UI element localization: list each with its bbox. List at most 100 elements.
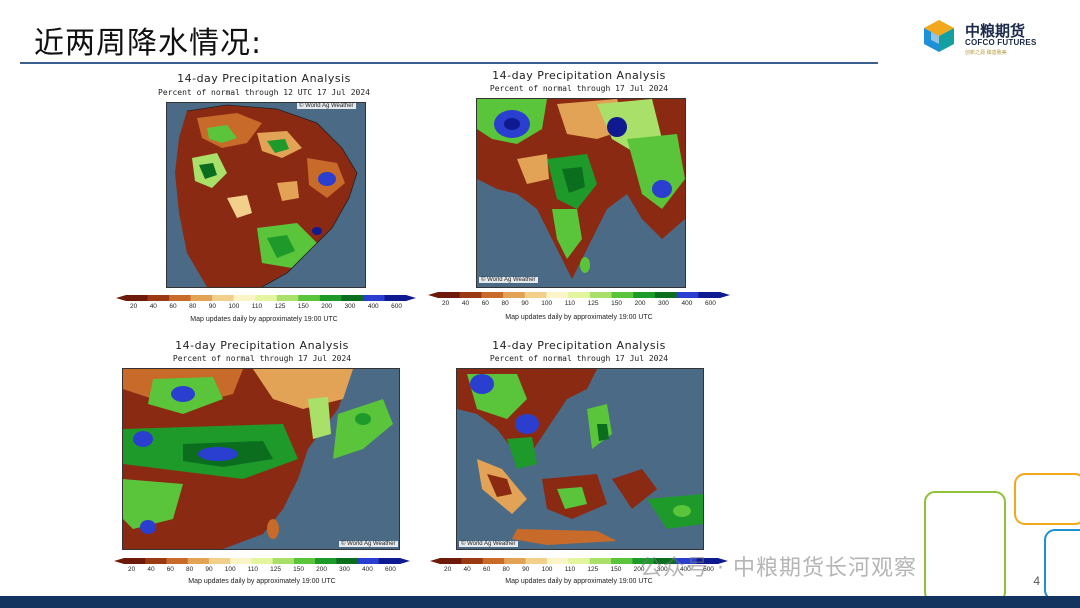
footer-bar [0, 596, 1080, 608]
legend-tick-label: 100 [224, 566, 236, 573]
legend-tick-label: 90 [522, 566, 530, 573]
legend-tick-label: 60 [481, 300, 489, 307]
legend-swatch [255, 295, 278, 301]
legend-tick-label: 90 [205, 566, 213, 573]
legend-ticks: 20 40 60 80 90 100 110 125 150 200 300 400 600 [128, 566, 396, 573]
legend-swatch [190, 295, 213, 301]
legend-swatch [611, 292, 634, 298]
legend-tick-label: 80 [186, 566, 194, 573]
legend-tick-label: 110 [251, 303, 263, 310]
panel-subtitle: Percent of normal through 12 UTC 17 Jul … [158, 88, 370, 97]
legend-swatch [461, 558, 484, 564]
legend-tick-label: 150 [611, 300, 622, 307]
legend-svg [116, 295, 416, 301]
legend-swatch [378, 558, 401, 564]
logo-name-en: COFCO FUTURES [965, 38, 1037, 47]
legend-tick-label: 200 [321, 303, 333, 310]
legend-swatch [568, 558, 591, 564]
legend-tick-label: 200 [633, 566, 645, 573]
legend-tick-label: 110 [564, 566, 576, 573]
update-note: Map updates daily by approximately 19:00… [190, 316, 338, 323]
legend-tick-label: 40 [147, 566, 155, 573]
legend-tick-label: 150 [293, 566, 304, 573]
legend-swatch [187, 558, 210, 564]
legend-swatch [212, 295, 235, 301]
legend-tick-label: 150 [297, 303, 309, 310]
legend-swatch [276, 295, 299, 301]
legend-tick-label: 60 [483, 566, 491, 573]
legend-svg [428, 292, 730, 298]
legend-swatch [319, 295, 342, 301]
legend-arrow-right [718, 558, 728, 564]
legend-tick-label: 300 [344, 303, 356, 310]
legend-arrow-left [428, 292, 438, 298]
legend-swatch [568, 292, 591, 298]
legend-swatch [341, 295, 364, 301]
legend-tick-label: 60 [166, 566, 174, 573]
legend-swatch [126, 295, 149, 301]
map-credit: © World Ag Weather [479, 277, 538, 283]
legend-swatch [272, 558, 295, 564]
update-note: Map updates daily by approximately 19:00… [505, 314, 653, 321]
precip-map: © World Ag Weather [456, 368, 704, 550]
logo-name-cn: 中粮期货 [965, 22, 1026, 40]
legend-tick-label: 20 [130, 303, 138, 310]
legend-tick-label: 90 [208, 303, 216, 310]
legend-swatch [503, 292, 526, 298]
legend-tick-label: 20 [128, 566, 136, 573]
legend-swatch [632, 558, 655, 564]
logo-tagline: 创新之源 臻善致美 [965, 50, 1007, 56]
legend-swatch [633, 292, 656, 298]
legend-tick-label: 125 [270, 566, 282, 573]
legend-swatch [546, 292, 569, 298]
precip-map: © World Ag Weather [476, 98, 686, 288]
precip-panel-southeast-asia: 14-day Precipitation Analysis Percent of… [426, 336, 732, 588]
page-number: 4 [1033, 574, 1040, 588]
decorative-squares [924, 473, 1080, 596]
legend-tick-label: 400 [367, 303, 379, 310]
legend-swatch [440, 558, 462, 564]
legend-swatch [293, 558, 316, 564]
legend-tick-label: 40 [149, 303, 157, 310]
watermark-text: 公众号 · 中粮期货长河观察 [640, 556, 917, 581]
legend-swatch [459, 292, 482, 298]
legend-svg [430, 558, 728, 564]
legend-swatch [676, 292, 699, 298]
legend-tick-label: 100 [228, 303, 240, 310]
legend-swatch [525, 558, 548, 564]
legend-tick-label: 200 [316, 566, 327, 573]
legend-swatch [438, 292, 461, 298]
color-legend [430, 558, 728, 564]
legend-arrow-right [720, 292, 730, 298]
legend-tick-label: 600 [385, 566, 396, 573]
legend-tick-label: 600 [705, 300, 716, 307]
legend-swatch [696, 558, 719, 564]
precip-panel-south-america: 14-day Precipitation Analysis Percent of… [108, 66, 420, 332]
legend-swatch [482, 558, 505, 564]
legend-swatch [298, 295, 321, 301]
legend-tick-label: 400 [362, 566, 373, 573]
map-credit: © World Ag Weather [339, 541, 398, 547]
legend-tick-label: 80 [189, 303, 197, 310]
legend-tick-label: 300 [658, 300, 669, 307]
legend-tick-label: 60 [169, 303, 177, 310]
legend-swatch [251, 558, 274, 564]
legend-tick-label: 600 [703, 566, 714, 573]
color-legend [114, 558, 410, 564]
color-legend [428, 292, 730, 298]
legend-swatch [124, 558, 146, 564]
legend-tick-label: 300 [339, 566, 350, 573]
legend-swatch [589, 292, 613, 298]
panel-subtitle: Percent of normal through 17 Jul 2024 [489, 354, 669, 363]
panel-title: 14-day Precipitation Analysis [492, 69, 666, 82]
precip-map: © World Ag Weather [122, 368, 400, 550]
slide-title: 近两周降水情况: [34, 26, 263, 61]
legend-swatch [481, 292, 504, 298]
color-legend [116, 295, 416, 301]
panel-subtitle: Percent of normal through 17 Jul 2024 [489, 84, 669, 93]
map-credit: © World Ag Weather [459, 541, 518, 547]
cube-logo-icon [924, 20, 954, 52]
legend-swatch [169, 295, 192, 301]
legend-swatch [230, 558, 252, 564]
legend-tick-label: 100 [541, 566, 553, 573]
